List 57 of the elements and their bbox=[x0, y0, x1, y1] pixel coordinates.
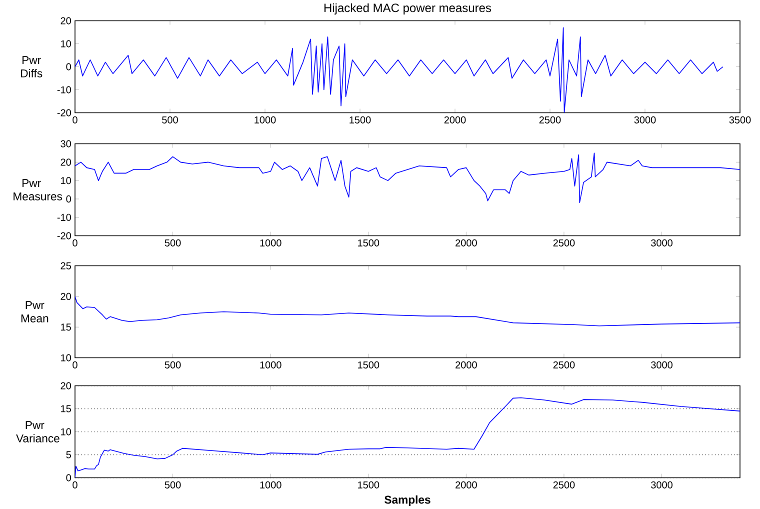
x-tick-label: 3000 bbox=[651, 481, 672, 488]
x-tick-label: 1000 bbox=[254, 116, 276, 124]
x-tick-label: 0 bbox=[72, 361, 78, 368]
y-tick-label: -10 bbox=[57, 214, 72, 221]
y-axis-title: Pwr Diffs bbox=[21, 56, 42, 78]
x-tick-label: 2500 bbox=[553, 361, 575, 368]
y-tick-label: 10 bbox=[61, 428, 72, 436]
x-tick-label: 0 bbox=[72, 116, 78, 124]
y-tick-label: 10 bbox=[61, 354, 72, 362]
x-tick-label: 500 bbox=[164, 239, 181, 246]
y-tick-label: 30 bbox=[60, 140, 72, 148]
y-tick-label: -20 bbox=[57, 232, 72, 240]
y-axis-title: Pwr Variance bbox=[16, 421, 60, 442]
chart-title: Hijacked MAC power measures bbox=[324, 3, 492, 14]
y-tick-label: 10 bbox=[61, 176, 72, 184]
line-series bbox=[75, 296, 740, 326]
x-tick-label: 2500 bbox=[553, 481, 575, 488]
x-tick-label: 2500 bbox=[553, 239, 575, 246]
x-tick-label: 2500 bbox=[539, 116, 561, 124]
x-tick-label: 0 bbox=[72, 481, 78, 488]
line-series bbox=[75, 27, 724, 113]
x-tick-label: 2000 bbox=[456, 361, 477, 368]
y-tick-label: 0 bbox=[66, 195, 72, 202]
y-tick-label: 0 bbox=[66, 63, 72, 70]
y-tick-label: -10 bbox=[57, 86, 72, 94]
y-tick-label: 15 bbox=[61, 405, 71, 412]
x-tick-label: 2000 bbox=[456, 239, 477, 246]
x-tick-label: 1500 bbox=[358, 481, 380, 488]
x-tick-label: 1500 bbox=[358, 239, 380, 246]
y-tick-label: 20 bbox=[60, 17, 72, 24]
x-tick-label: 500 bbox=[164, 481, 181, 488]
x-tick-label: 1500 bbox=[350, 116, 371, 124]
y-tick-label: 5 bbox=[66, 451, 71, 458]
x-tick-label: 1000 bbox=[260, 239, 282, 246]
x-tick-label: 500 bbox=[164, 361, 181, 368]
x-tick-label: 1500 bbox=[358, 361, 380, 368]
x-tick-label: 3000 bbox=[634, 116, 656, 124]
y-tick-label: 20 bbox=[60, 292, 72, 300]
y-axis-title: Pwr Measures bbox=[14, 179, 62, 200]
x-tick-label: 3000 bbox=[651, 239, 672, 246]
y-tick-label: 25 bbox=[60, 262, 71, 270]
x-tick-label: 2000 bbox=[456, 481, 477, 488]
y-axis-title: Pwr Mean bbox=[21, 301, 48, 322]
x-tick-label: 1000 bbox=[260, 481, 282, 488]
y-tick-label: 20 bbox=[60, 382, 72, 390]
x-tick-label: 3000 bbox=[651, 361, 672, 368]
x-tick-label: 500 bbox=[162, 116, 178, 124]
x-tick-label: 3500 bbox=[729, 116, 751, 124]
x-axis-title: Samples bbox=[384, 495, 430, 506]
y-tick-label: -20 bbox=[57, 109, 72, 116]
y-tick-label: 0 bbox=[66, 474, 72, 482]
x-tick-label: 2000 bbox=[444, 116, 466, 124]
x-tick-label: 1000 bbox=[260, 361, 282, 368]
y-tick-label: 10 bbox=[61, 40, 72, 48]
y-tick-label: 15 bbox=[61, 323, 71, 330]
y-tick-label: 20 bbox=[60, 158, 72, 166]
x-tick-label: 0 bbox=[72, 239, 78, 246]
